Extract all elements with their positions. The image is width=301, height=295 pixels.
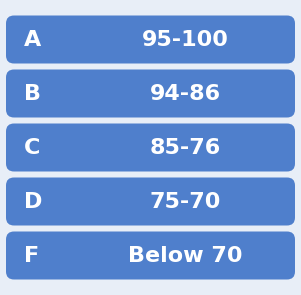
Text: F: F <box>24 245 39 266</box>
FancyBboxPatch shape <box>6 70 295 117</box>
Text: B: B <box>24 83 41 104</box>
Text: 75-70: 75-70 <box>150 191 221 212</box>
FancyBboxPatch shape <box>6 16 295 63</box>
Text: 85-76: 85-76 <box>150 137 221 158</box>
FancyBboxPatch shape <box>6 232 295 279</box>
Text: 94-86: 94-86 <box>150 83 221 104</box>
Text: D: D <box>24 191 42 212</box>
Text: A: A <box>24 30 41 50</box>
Text: C: C <box>24 137 40 158</box>
Text: Below 70: Below 70 <box>128 245 242 266</box>
FancyBboxPatch shape <box>6 178 295 225</box>
FancyBboxPatch shape <box>6 124 295 171</box>
Text: 95-100: 95-100 <box>142 30 229 50</box>
